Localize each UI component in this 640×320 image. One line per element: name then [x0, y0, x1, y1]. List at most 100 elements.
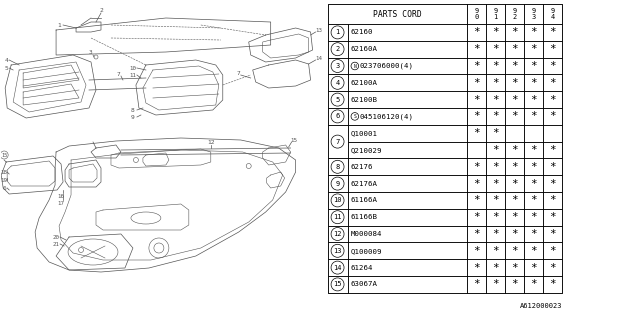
Bar — [348, 108, 467, 125]
Bar — [486, 91, 505, 108]
Bar — [328, 4, 467, 24]
Text: *: * — [493, 162, 499, 172]
Bar — [486, 175, 505, 192]
Bar — [467, 108, 486, 125]
Text: 15: 15 — [333, 281, 342, 287]
Text: 62100A: 62100A — [351, 80, 378, 86]
Bar — [505, 158, 524, 175]
Text: *: * — [531, 246, 537, 256]
Text: A612000023: A612000023 — [520, 303, 562, 309]
Bar — [467, 4, 486, 24]
Bar — [505, 141, 524, 158]
Bar — [328, 259, 348, 276]
Text: 15: 15 — [290, 138, 297, 142]
Text: *: * — [531, 229, 537, 239]
Bar — [486, 125, 505, 141]
Bar — [505, 58, 524, 74]
Text: *: * — [474, 28, 480, 37]
Bar — [486, 4, 505, 24]
Bar — [486, 226, 505, 243]
Bar — [543, 141, 562, 158]
Text: *: * — [549, 246, 556, 256]
Text: *: * — [511, 111, 518, 121]
Bar — [328, 91, 348, 108]
Text: *: * — [531, 145, 537, 155]
Text: 9: 9 — [131, 115, 135, 119]
Text: *: * — [549, 78, 556, 88]
Bar — [467, 41, 486, 58]
Bar — [524, 175, 543, 192]
Bar — [543, 243, 562, 259]
Bar — [524, 4, 543, 24]
Text: *: * — [474, 78, 480, 88]
Bar — [467, 243, 486, 259]
Bar — [486, 209, 505, 226]
Bar — [543, 108, 562, 125]
Bar — [348, 125, 467, 141]
Text: N: N — [353, 63, 356, 68]
Bar — [524, 259, 543, 276]
Bar — [543, 91, 562, 108]
Bar — [348, 175, 467, 192]
Bar — [328, 4, 562, 293]
Bar — [543, 75, 562, 91]
Text: *: * — [474, 263, 480, 273]
Bar — [543, 41, 562, 58]
Text: *: * — [493, 212, 499, 222]
Text: 1: 1 — [57, 22, 61, 28]
Bar — [328, 226, 348, 243]
Bar — [524, 91, 543, 108]
Bar — [505, 41, 524, 58]
Text: 62100B: 62100B — [351, 97, 378, 103]
Text: *: * — [531, 162, 537, 172]
Text: *: * — [474, 179, 480, 188]
Text: 9
1: 9 1 — [493, 8, 498, 20]
Text: 7: 7 — [335, 139, 340, 145]
Text: *: * — [493, 229, 499, 239]
Text: *: * — [549, 196, 556, 205]
Text: 8: 8 — [335, 164, 340, 170]
Bar — [328, 75, 348, 91]
Text: *: * — [511, 279, 518, 289]
Text: *: * — [493, 263, 499, 273]
Text: *: * — [493, 44, 499, 54]
Bar — [486, 243, 505, 259]
Text: *: * — [493, 196, 499, 205]
Bar — [467, 141, 486, 158]
Bar — [328, 276, 348, 293]
Text: *: * — [511, 95, 518, 105]
Text: *: * — [511, 263, 518, 273]
Bar — [524, 158, 543, 175]
Bar — [505, 108, 524, 125]
Text: 11: 11 — [333, 214, 342, 220]
Text: 3: 3 — [335, 63, 340, 69]
Bar — [328, 108, 348, 125]
Text: *: * — [531, 95, 537, 105]
Bar — [467, 58, 486, 74]
Text: *: * — [549, 145, 556, 155]
Text: *: * — [474, 196, 480, 205]
Bar — [348, 276, 467, 293]
Text: *: * — [511, 179, 518, 188]
Bar — [543, 175, 562, 192]
Text: 2: 2 — [99, 7, 103, 12]
Bar — [467, 276, 486, 293]
Text: *: * — [549, 61, 556, 71]
Text: Q10001: Q10001 — [351, 130, 378, 136]
Text: 61264: 61264 — [351, 265, 373, 271]
Text: 12: 12 — [333, 231, 342, 237]
Text: *: * — [549, 111, 556, 121]
Bar — [543, 125, 562, 141]
Bar — [467, 259, 486, 276]
Text: 6: 6 — [335, 113, 340, 119]
Text: 17: 17 — [58, 201, 65, 205]
Bar — [348, 91, 467, 108]
Text: *: * — [511, 145, 518, 155]
Text: 62176A: 62176A — [351, 180, 378, 187]
Bar — [524, 24, 543, 41]
Bar — [467, 175, 486, 192]
Bar — [505, 4, 524, 24]
Bar — [486, 276, 505, 293]
Bar — [328, 209, 348, 226]
Bar — [486, 259, 505, 276]
